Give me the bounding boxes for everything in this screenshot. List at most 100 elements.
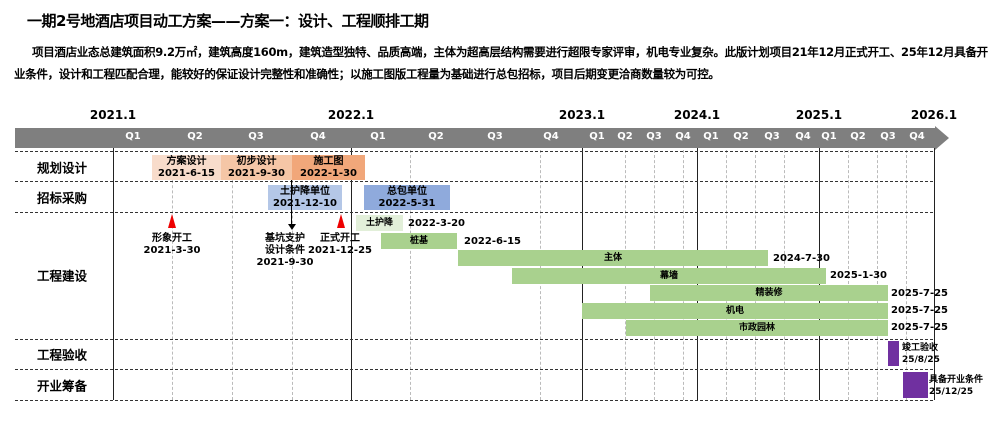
task-fitout: 精装修 [650, 285, 888, 301]
quarter-label: Q4 [310, 131, 326, 142]
task-construction-drawing: 施工图 2022-1-30 [292, 155, 365, 180]
task-name: 施工图 [313, 156, 344, 167]
quarter-gridline [232, 150, 233, 400]
task-date: 2021-12-10 [273, 198, 337, 209]
milestone-date: 2021-3-30 [143, 245, 201, 256]
page-title: 一期2号地酒店项目动工方案——方案一：设计、工程顺排工期 [27, 12, 429, 30]
quarter-label: Q1 [125, 131, 141, 142]
quarter-label: Q4 [909, 131, 925, 142]
task-date: 2022-1-30 [299, 168, 357, 179]
year-gridline [934, 148, 935, 400]
row-label-planning: 规划设计 [37, 160, 88, 176]
milestone-name: 形象开工 [151, 233, 192, 244]
timeline-header-bar [15, 128, 935, 148]
quarter-label: Q4 [675, 131, 691, 142]
row-divider [15, 400, 933, 401]
quarter-label: Q3 [764, 131, 780, 142]
task-curtain-wall: 幕墙 [512, 268, 826, 284]
milestone-date: 2021-12-25 [308, 245, 372, 256]
quarter-label: Q2 [187, 131, 203, 142]
year-label: 2022.1 [327, 108, 375, 122]
task-landscaping: 市政园林 [626, 320, 888, 336]
task-shoring: 土护降 [356, 215, 403, 231]
task-name: 总包单位 [387, 186, 427, 197]
quarter-gridline [292, 150, 293, 400]
task-scheme-design: 方案设计 2021-6-15 [152, 155, 221, 180]
milestone-image-start: 形象开工 2021-3-30 [143, 233, 200, 257]
milestone-name: 正式开工 [320, 233, 360, 244]
year-gridline [113, 148, 114, 400]
task-name: 方案设计 [166, 156, 207, 167]
row-label-acceptance: 工程验收 [37, 347, 88, 363]
quarter-label: Q1 [703, 131, 719, 142]
task-shoring-date: 2022-3-20 [408, 218, 466, 229]
description: 项目酒店业态总建筑面积9.2万㎡，建筑高度160m，建筑造型独特、品质高端，主体… [14, 45, 988, 81]
task-name: 土护降单位 [280, 186, 330, 197]
quarter-gridline [172, 150, 173, 400]
year-gridline [351, 148, 352, 400]
quarter-gridline [410, 150, 411, 400]
task-piles-date: 2022-6-15 [464, 236, 522, 247]
task-general-contractor: 总包单位 2022-5-31 [364, 185, 450, 210]
task-name: 具备开业条件 [929, 375, 984, 385]
quarter-label: Q3 [487, 131, 503, 142]
year-label: 2024.1 [673, 108, 721, 122]
milestone-triangle-icon [337, 214, 345, 228]
opening-ready-label: 具备开业条件 25/12/25 [929, 374, 983, 398]
task-date: 2022-5-31 [378, 198, 436, 209]
quarter-gridline [877, 150, 878, 400]
task-shoring-contractor: 土护降单位 2021-12-10 [268, 185, 342, 210]
quarter-label: Q3 [880, 131, 896, 142]
year-label: 2025.1 [795, 108, 843, 122]
task-date: 2021-6-15 [157, 168, 215, 179]
row-label-construction: 工程建设 [37, 268, 88, 284]
completion-acceptance-label: 竣工验收 25/8/25 [902, 342, 940, 366]
milestone-foundation-design: 基坑支护 设计条件 2021-9-30 [256, 233, 313, 269]
task-mep: 机电 [582, 303, 888, 319]
row-label-opening: 开业筹备 [37, 378, 88, 394]
task-opening-ready [903, 372, 928, 398]
task-curtain-wall-date: 2025-1-30 [830, 270, 888, 281]
year-label: 2026.1 [910, 108, 958, 122]
task-main-structure-date: 2024-7-30 [773, 253, 831, 264]
row-divider [15, 339, 933, 340]
quarter-label: Q3 [646, 131, 662, 142]
task-fitout-date: 2025-7-25 [891, 288, 949, 299]
task-name: 竣工验收 [902, 343, 939, 353]
task-landscaping-date: 2025-7-25 [891, 322, 949, 333]
quarter-label: Q2 [733, 131, 749, 142]
quarter-gridline [848, 150, 849, 400]
quarter-label: Q1 [821, 131, 837, 142]
quarter-gridline [906, 150, 907, 400]
quarter-label: Q4 [543, 131, 559, 142]
row-divider [15, 212, 933, 213]
milestone-name: 基坑支护 [264, 233, 305, 244]
milestone-triangle-icon [168, 214, 176, 228]
quarter-label: Q2 [850, 131, 866, 142]
quarter-label: Q3 [248, 131, 264, 142]
task-completion-acceptance [888, 341, 899, 366]
milestone-date: 2021-9-30 [256, 257, 314, 268]
quarter-label: Q4 [795, 131, 811, 142]
year-label: 2023.1 [558, 108, 606, 122]
timeline-arrow-icon [935, 126, 949, 150]
task-date: 25/8/25 [902, 355, 940, 365]
arrow-down-icon [288, 224, 296, 230]
milestone-arrow-line [291, 180, 292, 226]
quarter-label: Q2 [428, 131, 444, 142]
task-mep-date: 2025-7-25 [891, 305, 949, 316]
task-date: 2021-9-30 [227, 168, 285, 179]
task-piles: 桩基 [381, 233, 457, 249]
task-name: 初步设计 [236, 156, 277, 167]
milestone-official-start: 正式开工 2021-12-25 [308, 233, 372, 257]
row-divider [15, 151, 933, 152]
quarter-label: Q1 [589, 131, 605, 142]
row-divider [15, 369, 933, 370]
task-main-structure: 主体 [458, 250, 768, 266]
quarter-label: Q1 [370, 131, 386, 142]
quarter-label: Q2 [617, 131, 633, 142]
row-label-procurement: 招标采购 [37, 190, 88, 206]
task-date: 25/12/25 [929, 387, 974, 397]
task-preliminary-design: 初步设计 2021-9-30 [221, 155, 292, 180]
row-divider [15, 181, 933, 182]
